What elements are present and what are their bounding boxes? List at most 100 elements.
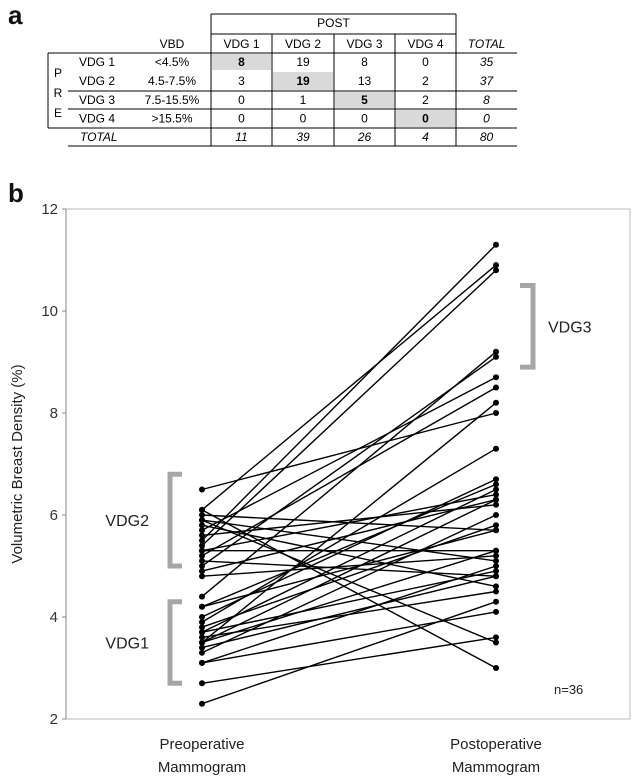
column-total: 39 <box>296 130 310 144</box>
post-point <box>493 608 499 615</box>
pair-line <box>201 244 497 541</box>
table-cell: 19 <box>296 55 310 69</box>
pre-letter: R <box>54 86 63 100</box>
post-point <box>493 557 499 564</box>
panel-a-label: a <box>8 0 23 30</box>
column-header: VDG 4 <box>407 37 443 51</box>
table-cell: 0 <box>238 112 245 126</box>
table-cell: 5 <box>361 93 368 107</box>
diagonal-highlight <box>335 92 394 108</box>
pre-point <box>199 700 205 707</box>
column-header: VDG 2 <box>285 37 321 51</box>
y-tick-label: 2 <box>50 711 58 728</box>
panel-b-label: b <box>8 178 24 208</box>
pair-line <box>201 509 497 669</box>
vbd-header: VBD <box>160 37 185 51</box>
pair-line <box>201 264 497 511</box>
pair-line <box>201 575 497 649</box>
pre-point <box>199 517 205 524</box>
pre-point <box>199 573 205 580</box>
bracket-vdg2 <box>167 471 182 569</box>
post-point <box>493 491 499 498</box>
pair-line <box>201 376 497 531</box>
pair-line <box>201 519 497 562</box>
sample-size-annotation: n=36 <box>554 682 583 697</box>
post-point <box>493 262 499 269</box>
pre-letter: E <box>54 106 62 120</box>
pair-line <box>201 601 497 705</box>
column-header: VDG 1 <box>223 37 259 51</box>
grand-total: 80 <box>480 130 494 144</box>
table-cell: 0 <box>422 112 429 126</box>
post-point <box>493 353 499 360</box>
pre-point <box>199 537 205 544</box>
pair-line <box>201 514 497 531</box>
pre-point <box>199 568 205 575</box>
post-point <box>493 445 499 452</box>
post-point <box>493 639 499 646</box>
pair-line <box>201 550 497 644</box>
row-total: 0 <box>483 112 490 126</box>
pair-line <box>201 570 497 633</box>
bracket-shape <box>167 599 182 686</box>
pair-line <box>201 590 497 639</box>
pre-point <box>199 639 205 646</box>
pre-point <box>199 659 205 666</box>
post-point <box>493 410 499 416</box>
table-cell: 2 <box>422 93 429 107</box>
post-point <box>493 588 499 595</box>
total-row-label: TOTAL <box>80 130 118 144</box>
row-label: VDG 4 <box>79 112 115 126</box>
y-tick-label: 10 <box>41 303 58 320</box>
y-tick-label: 8 <box>50 405 58 422</box>
pair-line <box>201 269 497 547</box>
pair-line <box>201 611 497 664</box>
table-cell: 13 <box>358 74 372 88</box>
row-total: 35 <box>480 55 494 69</box>
bracket-vdg3 <box>520 283 536 370</box>
pre-point <box>199 634 205 641</box>
pre-point <box>199 547 205 554</box>
post-point <box>493 568 499 575</box>
post-point <box>493 634 499 641</box>
bracket-label: VDG1 <box>105 636 149 653</box>
pre-point <box>199 506 205 513</box>
x-category-label: Postoperative <box>450 736 542 753</box>
bracket-vdg1 <box>167 599 182 686</box>
row-total: 37 <box>480 74 495 88</box>
table-cell: 0 <box>238 93 245 107</box>
density-line-chart: 2 4 6 8 10 12 Volumetric Breast Density (%) Pre… <box>9 201 631 776</box>
y-tick-label: 12 <box>41 201 58 218</box>
post-point <box>493 552 499 559</box>
pre-letter: P <box>54 66 62 80</box>
column-header: VDG 3 <box>346 37 382 51</box>
diagonal-highlight <box>212 54 271 70</box>
pair-line <box>201 504 497 537</box>
bracket-shape <box>167 471 182 569</box>
pre-point <box>199 522 205 529</box>
pre-point <box>199 644 205 651</box>
diagonal-highlight <box>396 110 455 127</box>
post-point <box>493 501 499 508</box>
pair-line <box>201 524 497 588</box>
y-axis-label: Volumetric Breast Density (%) <box>9 364 26 563</box>
bracket-label: VDG3 <box>548 319 592 336</box>
table-cell: 0 <box>300 112 307 126</box>
pre-point <box>199 563 205 569</box>
post-point <box>493 374 499 381</box>
post-point <box>493 267 499 274</box>
pair-line <box>201 488 497 633</box>
post-point <box>493 665 499 671</box>
y-tick-label: 6 <box>50 507 58 524</box>
bracket-shape <box>520 283 536 370</box>
x-category-label: Mammogram <box>158 759 246 776</box>
pair-line <box>201 636 497 684</box>
pair-line <box>201 483 497 608</box>
column-header: TOTAL <box>468 37 506 51</box>
post-point <box>493 496 499 503</box>
pre-point <box>199 527 205 534</box>
pre-point <box>199 614 205 620</box>
pre-point <box>199 486 205 493</box>
x-category-label: Mammogram <box>452 759 540 776</box>
table-cell: 0 <box>361 112 368 126</box>
